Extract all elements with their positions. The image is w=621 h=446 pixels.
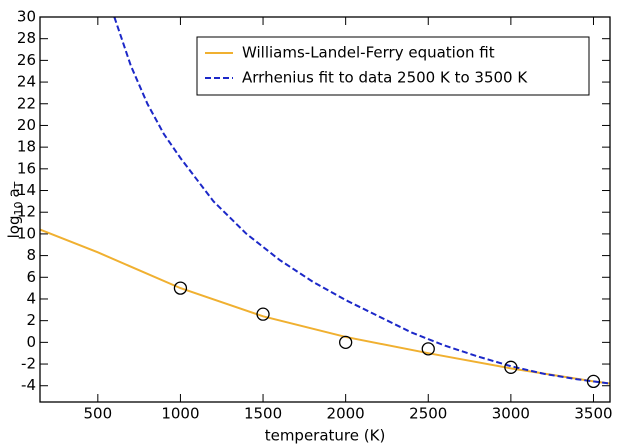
x-tick-label: 2000 [327,405,365,423]
x-tick-label: 3500 [574,405,612,423]
y-tick-label: 20 [17,116,36,134]
data-point [421,342,435,356]
y-tick-label: 26 [17,51,36,69]
legend-box [196,36,590,96]
y-tick-label: 8 [26,246,36,264]
legend-label: Williams-Landel-Ferry equation fit [242,44,495,62]
y-tick-label: 28 [17,29,36,47]
y-tick-label: 18 [17,138,36,156]
data-point [504,360,518,374]
y-tick-label: -4 [21,376,36,394]
y-tick-label: 16 [17,159,36,177]
x-tick-label: 3000 [492,405,530,423]
x-tick-label: 500 [84,405,113,423]
y-tick-label: 30 [17,8,36,26]
y-tick-label: 22 [17,94,36,112]
x-tick-label: 2500 [409,405,447,423]
y-tick-label: 0 [26,333,36,351]
y-axis-label: log10aT [5,181,26,238]
x-tick-label: 1000 [161,405,199,423]
y-tick-label: 12 [17,203,36,221]
y-tick-label: 10 [17,224,36,242]
x-axis-label: temperature (K) [265,427,386,445]
data-point [586,374,601,389]
x-tick-label: 1500 [244,405,282,423]
series-line [40,228,610,385]
y-tick-label: 4 [26,289,36,307]
legend-label: Arrhenius fit to data 2500 K to 3500 K [242,69,528,87]
plot-frame [39,16,611,403]
data-point [339,335,353,350]
data-point [173,281,188,295]
y-tick-label: 2 [26,311,36,329]
y-tick-label: 24 [17,73,36,91]
y-tick-label: -2 [21,355,36,373]
data-point [256,307,270,321]
y-tick-label: 6 [26,268,36,286]
y-tick-label: 14 [17,181,36,199]
